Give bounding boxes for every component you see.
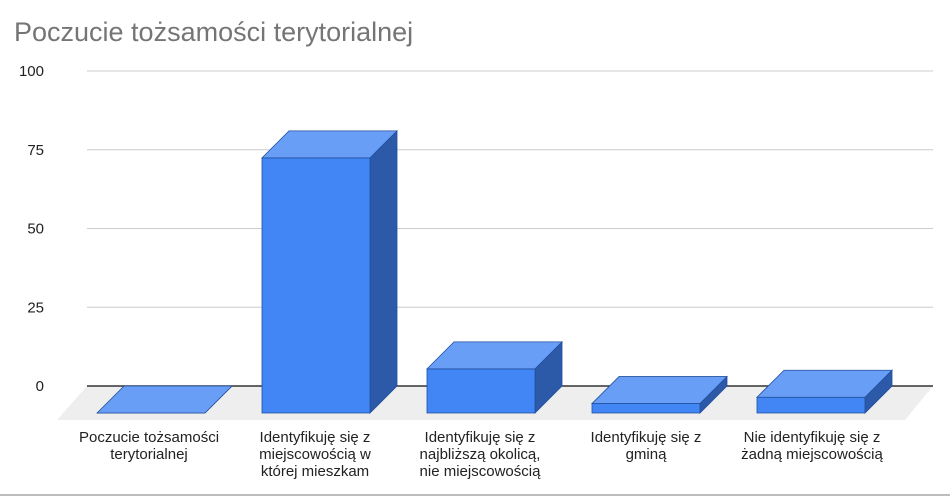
x-tick-label-1: Identyfikuję się z miejscowością w której … xyxy=(259,429,371,480)
y-tick-label-0: 0 xyxy=(36,378,44,395)
y-tick-label-50: 50 xyxy=(27,221,44,238)
y-tick-label-100: 100 xyxy=(19,63,44,80)
bar-4-top xyxy=(756,369,893,398)
x-tick-label-0: Poczucie tożsamości terytorialnej xyxy=(79,429,219,463)
bottom-divider xyxy=(0,494,950,496)
bar-4-front xyxy=(756,396,866,414)
bar-2 xyxy=(426,340,563,414)
bar-1 xyxy=(261,129,398,414)
bar-2-top xyxy=(426,341,563,370)
y-tick-label-25: 25 xyxy=(27,299,44,316)
bar-1-front xyxy=(261,157,371,414)
bar-1-top xyxy=(261,130,398,159)
bar-1-side xyxy=(369,129,398,414)
bar-3-front xyxy=(591,403,701,414)
x-tick-label-4: Nie identyfikuję się z żadną miejscowości… xyxy=(741,429,883,463)
bar-4 xyxy=(756,369,893,414)
y-tick-label-75: 75 xyxy=(27,142,44,159)
bar-3-top xyxy=(591,376,728,404)
bar-3 xyxy=(591,375,728,414)
bar-0 xyxy=(96,385,233,414)
x-tick-label-3: Identyfikuję się z gminą xyxy=(591,429,702,463)
bar-2-front xyxy=(426,368,536,414)
x-tick-label-2: Identyfikuję się z najbliższą okolicą, nie… xyxy=(420,429,542,480)
bar-0-top xyxy=(96,385,233,414)
chart-title: Poczucie tożsamości terytorialnej xyxy=(14,17,414,47)
